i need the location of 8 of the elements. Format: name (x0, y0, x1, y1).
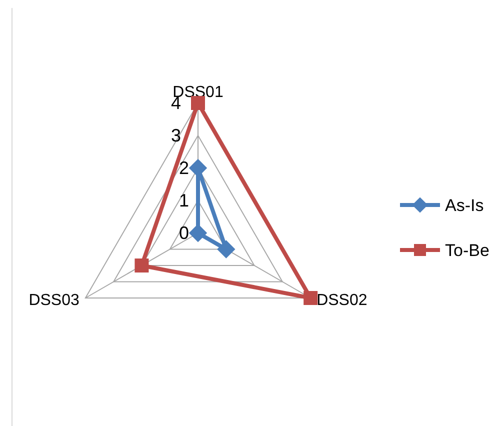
y-tick-label: 3 (170, 126, 182, 146)
y-tick-label: 2 (178, 158, 190, 178)
y-tick-label: 1 (178, 190, 190, 210)
spoke-label: DSS02 (316, 292, 368, 309)
legend-label: As-Is (445, 196, 484, 215)
legend-label: To-Be (445, 241, 490, 260)
spoke-label: DSS03 (28, 292, 80, 309)
y-tick-label: 0 (178, 223, 190, 243)
